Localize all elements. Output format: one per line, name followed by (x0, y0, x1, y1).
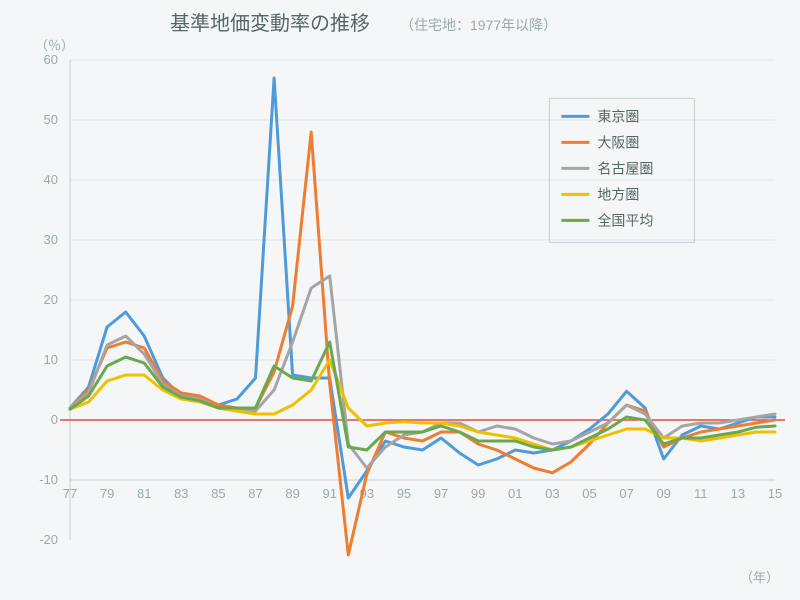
y-tick-label: -10 (39, 472, 58, 487)
x-tick-label: 13 (731, 486, 745, 501)
x-tick-label: 87 (248, 486, 262, 501)
x-unit-label: （年） (740, 570, 779, 585)
legend-label-zenkoku: 全国平均 (597, 212, 653, 228)
y-tick-label: 0 (51, 412, 58, 427)
y-tick-label: -20 (39, 532, 58, 547)
chart-container: 基準地価変動率の推移（住宅地：1977年以降）（％）-20-1001020304… (0, 0, 800, 600)
x-tick-label: 99 (471, 486, 485, 501)
x-tick-label: 03 (545, 486, 559, 501)
x-tick-label: 01 (508, 486, 522, 501)
chart-subtitle: （住宅地：1977年以降） (400, 17, 557, 33)
x-tick-label: 85 (211, 486, 225, 501)
y-unit-label: （％） (35, 38, 74, 53)
x-tick-label: 95 (397, 486, 411, 501)
y-tick-label: 20 (44, 292, 58, 307)
x-tick-label: 79 (100, 486, 114, 501)
legend-label-tokyo: 東京圏 (597, 108, 639, 124)
x-tick-label: 91 (323, 486, 337, 501)
x-tick-label: 89 (285, 486, 299, 501)
legend-label-chihou: 地方圏 (597, 186, 639, 202)
x-tick-label: 83 (174, 486, 188, 501)
legend-label-osaka: 大阪圏 (597, 134, 639, 150)
x-tick-label: 11 (694, 486, 708, 501)
x-tick-label: 07 (619, 486, 633, 501)
x-tick-label: 97 (434, 486, 448, 501)
y-tick-label: 10 (44, 352, 58, 367)
land-price-chart: 基準地価変動率の推移（住宅地：1977年以降）（％）-20-1001020304… (0, 0, 800, 600)
x-tick-label: 09 (656, 486, 670, 501)
y-tick-label: 40 (44, 172, 58, 187)
x-tick-label: 77 (63, 486, 77, 501)
y-tick-label: 50 (44, 112, 58, 127)
x-tick-label: 81 (137, 486, 151, 501)
x-tick-label: 15 (768, 486, 782, 501)
x-tick-label: 05 (582, 486, 596, 501)
y-tick-label: 30 (44, 232, 58, 247)
series-chihou (70, 360, 775, 450)
chart-title: 基準地価変動率の推移 (170, 12, 370, 35)
legend-label-nagoya: 名古屋圏 (597, 160, 653, 176)
y-tick-label: 60 (44, 52, 58, 67)
